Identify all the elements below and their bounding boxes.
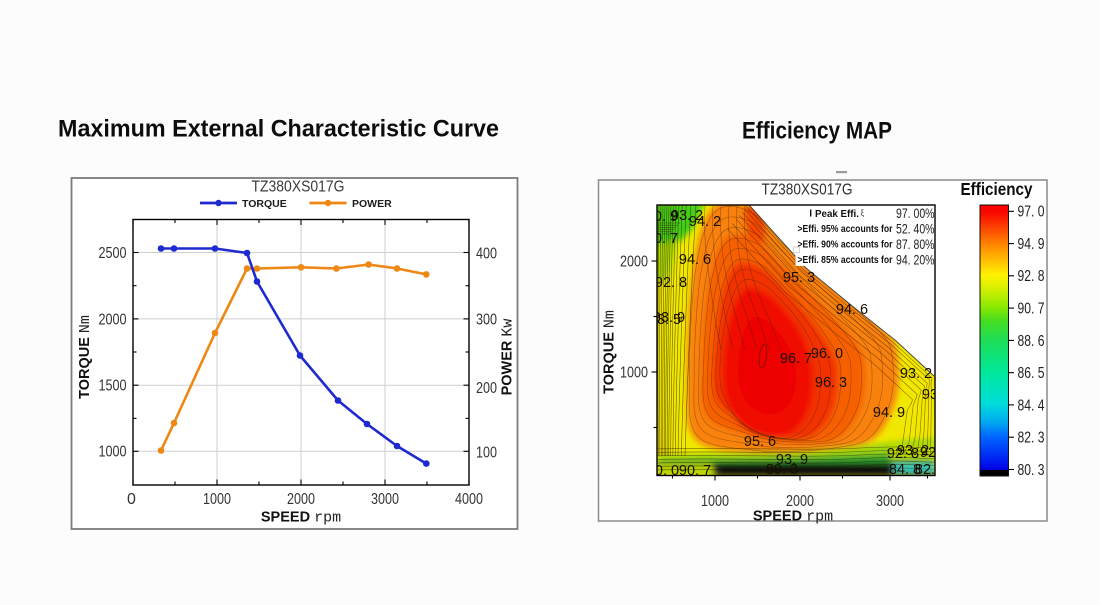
- svg-text:93. 9: 93. 9: [653, 310, 685, 326]
- svg-text:ξ: ξ: [861, 209, 865, 218]
- svg-text:94. 9: 94. 9: [873, 405, 905, 421]
- svg-text:TORQUE Nm: TORQUE Nm: [602, 310, 619, 394]
- svg-text:0. 0: 0. 0: [655, 463, 679, 479]
- svg-text:89. 3: 89. 3: [766, 462, 798, 478]
- svg-text:1000: 1000: [620, 364, 648, 381]
- svg-text:82. 3: 82. 3: [1018, 430, 1045, 447]
- svg-text:POWER: POWER: [352, 198, 392, 210]
- svg-text:52. 40%: 52. 40%: [896, 220, 935, 236]
- svg-text:84. 4: 84. 4: [1018, 397, 1045, 414]
- svg-text:400: 400: [476, 245, 497, 262]
- svg-text:Peak Effi.: Peak Effi.: [815, 208, 859, 220]
- svg-text:86. 5: 86. 5: [1018, 365, 1045, 382]
- svg-text:92. 8: 92. 8: [655, 275, 687, 291]
- svg-text:93. 2: 93. 2: [671, 208, 703, 224]
- svg-text:94. 6: 94. 6: [679, 252, 711, 268]
- svg-text:>Effi. 85% accounts for: >Effi. 85% accounts for: [798, 254, 893, 266]
- svg-text:92. 4: 92. 4: [920, 445, 952, 461]
- svg-text:93. 2: 93. 2: [897, 443, 929, 459]
- svg-text:3000: 3000: [876, 493, 904, 510]
- svg-text:POWER Kw: POWER Kw: [500, 319, 517, 396]
- svg-text:96. 7: 96. 7: [780, 351, 812, 367]
- svg-text:90. 7: 90. 7: [1018, 301, 1045, 318]
- svg-text:94. 9: 94. 9: [1018, 236, 1045, 253]
- svg-text:0. 7: 0. 7: [654, 231, 678, 247]
- svg-text:>Effi. 95% accounts for: >Effi. 95% accounts for: [798, 223, 893, 235]
- svg-text:97. 0: 97. 0: [1018, 204, 1045, 221]
- svg-text:Efficiency MAP: Efficiency MAP: [742, 118, 892, 145]
- svg-text:87. 80%: 87. 80%: [896, 236, 935, 252]
- svg-text:90. 7: 90. 7: [679, 463, 711, 479]
- svg-text:82. 3: 82. 3: [915, 462, 947, 478]
- svg-text:2000: 2000: [786, 493, 814, 510]
- svg-text:2500: 2500: [99, 245, 127, 262]
- svg-text:93. 9: 93. 9: [776, 452, 808, 468]
- svg-text:>Effi. 90% accounts for: >Effi. 90% accounts for: [798, 239, 893, 251]
- svg-text:2000: 2000: [287, 491, 315, 508]
- svg-text:95. 3: 95. 3: [783, 270, 815, 286]
- svg-text:SPEED rpm: SPEED rpm: [261, 510, 341, 527]
- svg-text:84. 8: 84. 8: [889, 462, 921, 478]
- svg-text:1500: 1500: [99, 378, 127, 395]
- svg-text:100: 100: [476, 444, 497, 461]
- svg-text:94. 2: 94. 2: [689, 214, 721, 230]
- svg-text:94. 6: 94. 6: [836, 302, 868, 318]
- svg-text:2000: 2000: [99, 311, 127, 328]
- svg-text:1000: 1000: [701, 493, 729, 510]
- svg-text:94. 20%: 94. 20%: [896, 251, 935, 267]
- svg-text:95. 6: 95. 6: [744, 434, 776, 450]
- svg-text:Maximum External Characteristi: Maximum External Characteristic Curve: [58, 116, 499, 143]
- svg-text:2000: 2000: [620, 253, 648, 270]
- svg-text:97. 00%: 97. 00%: [896, 205, 935, 221]
- svg-text:96. 0: 96. 0: [811, 346, 843, 362]
- svg-text:96. 3: 96. 3: [815, 375, 847, 391]
- svg-text:TORQUE: TORQUE: [242, 198, 287, 210]
- svg-text:Efficiency: Efficiency: [961, 179, 1033, 199]
- svg-text:0: 0: [127, 491, 136, 508]
- svg-text:80. 3: 80. 3: [1018, 462, 1045, 479]
- svg-text:1000: 1000: [99, 444, 127, 461]
- svg-text:93. 2: 93. 2: [922, 387, 954, 403]
- svg-text:4000: 4000: [455, 491, 483, 508]
- svg-text:300: 300: [476, 312, 497, 329]
- svg-text:1000: 1000: [203, 491, 231, 508]
- svg-text:88. 6: 88. 6: [1018, 333, 1045, 350]
- svg-text:TZ380XS017G: TZ380XS017G: [762, 181, 853, 198]
- svg-text:93. 5: 93. 5: [649, 312, 681, 328]
- svg-text:3000: 3000: [371, 491, 399, 508]
- svg-text:TORQUE Nm: TORQUE Nm: [77, 315, 94, 399]
- svg-text:SPEED rpm: SPEED rpm: [753, 509, 833, 526]
- svg-text:200: 200: [476, 380, 497, 397]
- svg-text:92. 8: 92. 8: [887, 446, 919, 462]
- svg-text:0. 9: 0. 9: [654, 209, 678, 225]
- svg-text:92. 8: 92. 8: [1018, 268, 1045, 285]
- svg-text:TZ380XS017G: TZ380XS017G: [252, 178, 345, 195]
- svg-text:93. 2: 93. 2: [900, 366, 932, 382]
